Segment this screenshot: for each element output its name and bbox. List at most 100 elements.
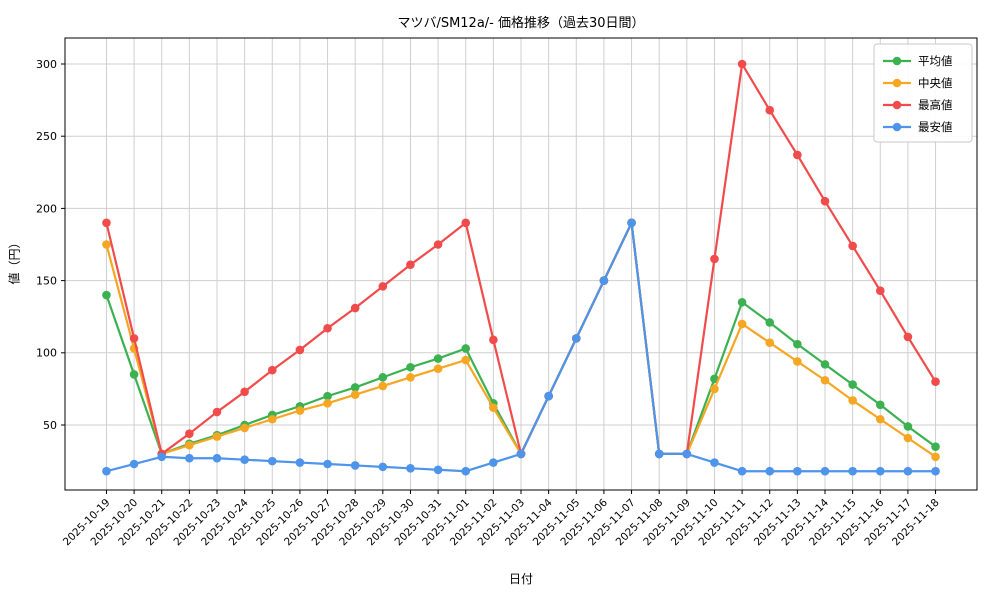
legend-marker bbox=[892, 100, 902, 110]
series-marker bbox=[433, 354, 443, 363]
series-marker bbox=[820, 196, 830, 206]
legend-label: 平均値 bbox=[918, 54, 953, 68]
series-marker bbox=[737, 466, 747, 476]
series-marker bbox=[903, 466, 913, 476]
series-marker bbox=[323, 391, 332, 401]
series-marker bbox=[710, 254, 719, 264]
series-marker bbox=[654, 449, 664, 459]
series-marker bbox=[406, 464, 415, 473]
series-marker bbox=[406, 362, 415, 372]
plot-border bbox=[64, 37, 978, 491]
series-最安値 bbox=[102, 218, 940, 476]
series-marker bbox=[185, 429, 194, 438]
series-marker bbox=[765, 105, 775, 115]
series-marker bbox=[102, 240, 111, 249]
legend-label: 最安値 bbox=[918, 120, 953, 134]
series-marker bbox=[295, 345, 305, 355]
series-marker bbox=[765, 466, 775, 476]
series-marker bbox=[710, 384, 719, 394]
series-marker bbox=[765, 338, 775, 348]
series-marker bbox=[544, 391, 553, 401]
series-marker bbox=[267, 456, 277, 466]
series-marker bbox=[350, 383, 360, 392]
legend-label: 最高値 bbox=[918, 98, 953, 112]
series-marker bbox=[489, 403, 498, 412]
series-marker bbox=[129, 334, 139, 343]
series-marker bbox=[461, 344, 471, 353]
series-marker bbox=[102, 218, 111, 228]
series-marker bbox=[212, 453, 222, 463]
y-tick-label: 50 bbox=[43, 419, 57, 432]
series-marker bbox=[350, 303, 360, 313]
series-marker bbox=[461, 218, 471, 228]
series-marker bbox=[875, 466, 885, 476]
series-marker bbox=[157, 452, 167, 462]
series-marker bbox=[931, 442, 940, 451]
series-marker bbox=[129, 459, 139, 469]
series-marker bbox=[102, 466, 111, 476]
series-marker bbox=[875, 414, 885, 424]
series-marker bbox=[627, 218, 636, 228]
series-marker bbox=[765, 318, 775, 327]
series-marker bbox=[793, 339, 802, 349]
series-marker bbox=[903, 433, 913, 443]
series-marker bbox=[682, 449, 692, 459]
series-marker bbox=[212, 407, 222, 417]
series-marker bbox=[295, 458, 305, 467]
series-marker bbox=[875, 400, 885, 410]
y-tick-label: 250 bbox=[36, 130, 57, 143]
series-marker bbox=[267, 414, 277, 424]
series-marker bbox=[848, 396, 857, 405]
series-marker bbox=[350, 390, 360, 399]
series-marker bbox=[903, 422, 913, 431]
y-tick-label: 200 bbox=[36, 202, 57, 215]
legend-label: 中央値 bbox=[918, 76, 953, 90]
grid bbox=[65, 38, 977, 490]
series-marker bbox=[710, 458, 719, 467]
series-marker bbox=[378, 462, 388, 472]
series-marker bbox=[710, 374, 719, 384]
series-marker bbox=[240, 455, 249, 464]
series-marker bbox=[793, 150, 802, 160]
series-marker bbox=[378, 282, 388, 291]
series-marker bbox=[737, 297, 747, 307]
series-marker bbox=[599, 276, 609, 285]
series-marker bbox=[931, 377, 940, 386]
series-marker bbox=[461, 355, 471, 365]
series-marker bbox=[323, 323, 332, 333]
legend-box bbox=[873, 43, 973, 143]
legend-marker bbox=[892, 122, 902, 132]
series-marker bbox=[212, 432, 222, 441]
y-tick-label: 150 bbox=[36, 274, 57, 287]
series-marker bbox=[820, 466, 830, 476]
legend-marker bbox=[892, 78, 902, 88]
series-marker bbox=[240, 423, 249, 433]
series-marker bbox=[461, 466, 471, 476]
series-marker bbox=[820, 360, 830, 369]
series-marker bbox=[931, 466, 940, 476]
series-marker bbox=[931, 452, 940, 462]
series-marker bbox=[267, 365, 277, 375]
legend-marker bbox=[892, 56, 902, 66]
series-marker bbox=[793, 357, 802, 366]
series-marker bbox=[489, 458, 498, 467]
series-marker bbox=[737, 319, 747, 329]
series-marker bbox=[875, 286, 885, 296]
series-marker bbox=[323, 459, 332, 469]
series-marker bbox=[406, 260, 415, 270]
x-axis: 2025-10-192025-10-202025-10-212025-10-22… bbox=[61, 490, 942, 548]
series-marker bbox=[129, 370, 139, 379]
series-marker bbox=[903, 332, 913, 342]
series-marker bbox=[571, 334, 581, 343]
series-marker bbox=[406, 373, 415, 382]
series-marker bbox=[433, 364, 443, 373]
series-marker bbox=[848, 241, 857, 251]
series-marker bbox=[295, 406, 305, 415]
series-marker bbox=[185, 453, 194, 463]
y-axis: 50 100 150 200 250 300 bbox=[36, 58, 65, 432]
y-tick-label: 300 bbox=[36, 58, 57, 71]
y-tick-label: 100 bbox=[36, 347, 57, 360]
